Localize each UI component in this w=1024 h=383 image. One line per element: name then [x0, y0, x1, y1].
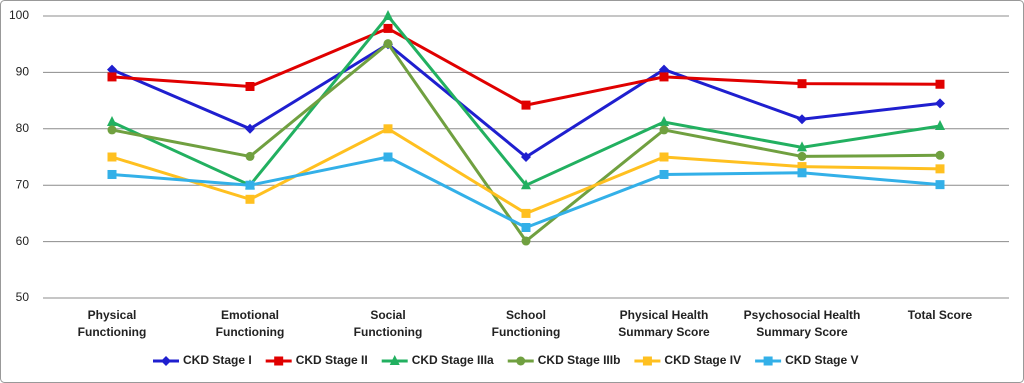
- x-tick-label-line: Functioning: [78, 325, 147, 339]
- legend: CKD Stage I CKD Stage II CKD Stage IIIa CKD…: [153, 353, 858, 367]
- marker: [245, 123, 255, 134]
- x-tick-label: Emotional Functioning: [216, 308, 285, 339]
- marker: [161, 356, 171, 366]
- x-tick-label: Physical Functioning: [78, 308, 147, 339]
- y-tick-label: 50: [16, 290, 30, 304]
- marker: [935, 79, 945, 89]
- marker: [797, 141, 807, 152]
- marker: [521, 152, 531, 162]
- marker: [245, 194, 255, 204]
- marker: [659, 169, 669, 179]
- marker: [521, 100, 531, 110]
- x-tick-label-line: Functioning: [354, 325, 423, 339]
- x-tick-label-line: Total Score: [908, 308, 973, 322]
- x-tick-label-line: Functioning: [216, 325, 285, 339]
- marker: [383, 23, 393, 33]
- marker: [383, 124, 393, 134]
- marker: [107, 152, 117, 162]
- marker: [935, 164, 945, 174]
- legend-label: CKD Stage II: [296, 353, 368, 367]
- y-tick-label: 60: [16, 234, 30, 248]
- marker: [659, 72, 669, 82]
- y-tick-label: 100: [9, 8, 29, 22]
- marker: [935, 150, 945, 160]
- x-tick-label-line: Emotional: [221, 308, 279, 322]
- x-tick-label-line: Physical: [88, 308, 137, 322]
- marker: [383, 10, 393, 20]
- x-tick-label: Psychosocial Health Summary Score: [744, 308, 861, 339]
- marker: [245, 82, 255, 91]
- x-tick-label-line: Physical Health: [620, 308, 709, 322]
- marker: [763, 356, 773, 366]
- marker: [659, 116, 669, 127]
- x-tick-label-line: Functioning: [492, 325, 561, 339]
- marker: [516, 356, 526, 366]
- marker: [935, 119, 945, 130]
- x-tick-label: Total Score: [908, 308, 973, 322]
- marker: [245, 151, 255, 161]
- y-tick-label: 90: [16, 65, 30, 79]
- marker: [659, 152, 669, 162]
- marker: [107, 169, 117, 179]
- legend-label: CKD Stage IIIa: [412, 353, 494, 367]
- marker: [107, 72, 117, 82]
- marker: [521, 179, 531, 190]
- marker: [797, 151, 807, 161]
- marker: [521, 223, 531, 232]
- x-tick-label: Physical Health Summary Score: [618, 308, 710, 339]
- x-tick-label-line: Psychosocial Health: [744, 308, 861, 322]
- x-tick-label-line: School: [506, 308, 546, 322]
- marker: [659, 64, 669, 75]
- marker: [521, 208, 531, 218]
- marker: [797, 162, 807, 172]
- marker: [389, 355, 400, 365]
- x-tick-label-line: Summary Score: [618, 325, 710, 339]
- legend-label: CKD Stage I: [183, 353, 252, 367]
- y-tick-label: 80: [16, 121, 30, 135]
- marker: [797, 79, 807, 89]
- x-tick-label-line: Social: [370, 308, 405, 322]
- marker: [383, 152, 393, 162]
- marker: [935, 180, 945, 190]
- x-tick-label-line: Summary Score: [756, 325, 848, 339]
- x-tick-label: School Functioning: [492, 308, 561, 339]
- marker: [245, 180, 255, 190]
- marker: [107, 125, 117, 135]
- marker: [659, 125, 669, 135]
- x-tick-label: Social Functioning: [354, 308, 423, 339]
- marker: [642, 356, 652, 366]
- marker: [797, 168, 807, 178]
- y-tick-label: 70: [16, 177, 30, 191]
- legend-label: CKD Stage IIIb: [538, 353, 621, 367]
- marker: [383, 39, 393, 49]
- marker: [107, 64, 117, 75]
- marker: [107, 116, 117, 127]
- marker: [521, 236, 531, 246]
- marker: [274, 356, 284, 366]
- legend-label: CKD Stage V: [785, 353, 858, 367]
- legend-label: CKD Stage IV: [664, 353, 741, 367]
- marker: [935, 98, 945, 109]
- marker: [797, 114, 807, 125]
